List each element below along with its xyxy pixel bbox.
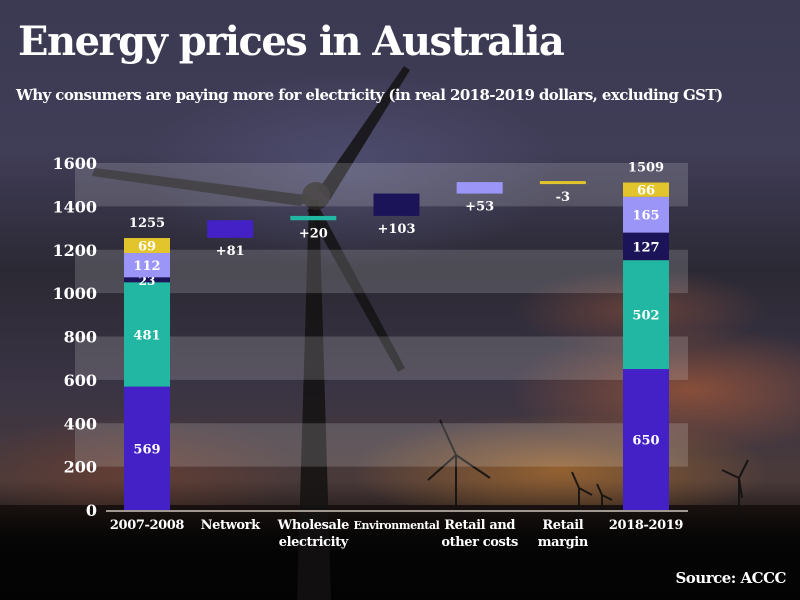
change-bar-wholesale bbox=[290, 215, 337, 221]
x-tick-label: other costs bbox=[441, 535, 518, 550]
y-tick-label: 200 bbox=[64, 458, 97, 477]
bar-group: +103 bbox=[373, 193, 420, 237]
segment-label: 69 bbox=[138, 240, 156, 255]
segment-label: 481 bbox=[133, 328, 160, 343]
change-bar-network bbox=[207, 220, 254, 238]
x-tick-label: Network bbox=[201, 518, 261, 533]
bar-segment-environmental bbox=[124, 277, 170, 283]
x-tick-label: Environmental bbox=[354, 519, 440, 532]
change-bar-retail_other bbox=[456, 182, 503, 194]
change-label: -3 bbox=[556, 190, 570, 205]
y-tick-label: 600 bbox=[64, 371, 97, 390]
y-axis: 0 200 400 600 800 1000 1200 1400 1600 bbox=[52, 154, 688, 520]
change-label: +53 bbox=[465, 200, 494, 215]
bar-group: +53 bbox=[456, 182, 503, 215]
change-label: +81 bbox=[216, 244, 245, 259]
segment-label: 112 bbox=[133, 259, 160, 274]
x-tick-label: 2018-2019 bbox=[609, 518, 684, 533]
y-tick-label: 1400 bbox=[52, 197, 97, 216]
bar-segment-wholesale bbox=[124, 282, 170, 387]
change-label: +103 bbox=[377, 222, 415, 237]
bar-segment-environmental bbox=[623, 232, 669, 261]
bar-segment-retail_other bbox=[124, 253, 170, 278]
bar-group: +20 bbox=[290, 215, 337, 241]
bar-segment-retail_other bbox=[623, 196, 669, 233]
x-tick-label: Wholesale bbox=[277, 518, 349, 533]
bar-segment-network bbox=[623, 369, 669, 510]
bar-segment-network bbox=[124, 386, 170, 510]
turbine-blade bbox=[318, 66, 410, 200]
segment-label: 650 bbox=[632, 434, 659, 449]
turbine-hub bbox=[302, 182, 330, 210]
segment-label: 502 bbox=[632, 309, 659, 324]
x-tick-label: Retail bbox=[542, 518, 583, 533]
bar-group: 650 502 127 165 66 1509 bbox=[623, 161, 669, 510]
segment-label: 165 bbox=[632, 209, 659, 224]
y-tick-label: 1000 bbox=[52, 284, 97, 303]
chart-title: Energy prices in Australia bbox=[18, 18, 565, 65]
x-tick-label: 2007-2008 bbox=[110, 518, 185, 533]
wind-turbine-silhouette bbox=[92, 66, 749, 600]
bar-segment-retail_margin bbox=[124, 238, 170, 254]
turbine-tower bbox=[297, 200, 331, 600]
segment-label: 569 bbox=[133, 442, 160, 457]
x-tick-label: margin bbox=[538, 535, 589, 550]
total-label: 1509 bbox=[628, 161, 664, 176]
bar-group: +81 bbox=[207, 220, 254, 259]
background-landscape bbox=[0, 505, 800, 600]
y-tick-label: 0 bbox=[86, 501, 97, 520]
y-tick-label: 800 bbox=[64, 328, 97, 347]
x-axis: 2007-2008 Network Wholesale electricity Envi… bbox=[110, 518, 684, 550]
segment-label: 66 bbox=[637, 184, 655, 199]
bar-segment-retail_margin bbox=[623, 182, 669, 197]
y-tick-label: 400 bbox=[64, 414, 97, 433]
chart-subtitle: Why consumers are paying more for electr… bbox=[16, 86, 723, 104]
turbine-blade bbox=[92, 168, 313, 206]
distant-turbines bbox=[427, 419, 749, 520]
change-bar-retail_margin bbox=[539, 181, 586, 185]
y-tick-label: 1600 bbox=[52, 154, 97, 173]
change-bar-environmental bbox=[373, 193, 420, 216]
x-tick-label: Retail and bbox=[444, 518, 515, 533]
grid-band bbox=[75, 336, 688, 380]
total-label: 1255 bbox=[129, 216, 165, 231]
change-label: +20 bbox=[299, 226, 328, 241]
segment-label: 127 bbox=[632, 240, 659, 255]
grid-band bbox=[75, 249, 688, 294]
grid-band bbox=[75, 423, 688, 467]
bar-group: -3 bbox=[539, 181, 586, 205]
bar-segment-wholesale bbox=[623, 260, 669, 370]
source-note: Source: ACCC bbox=[675, 569, 786, 587]
x-tick-label: electricity bbox=[279, 535, 349, 550]
y-tick-label: 1200 bbox=[52, 241, 97, 260]
turbine-blade bbox=[307, 205, 405, 372]
